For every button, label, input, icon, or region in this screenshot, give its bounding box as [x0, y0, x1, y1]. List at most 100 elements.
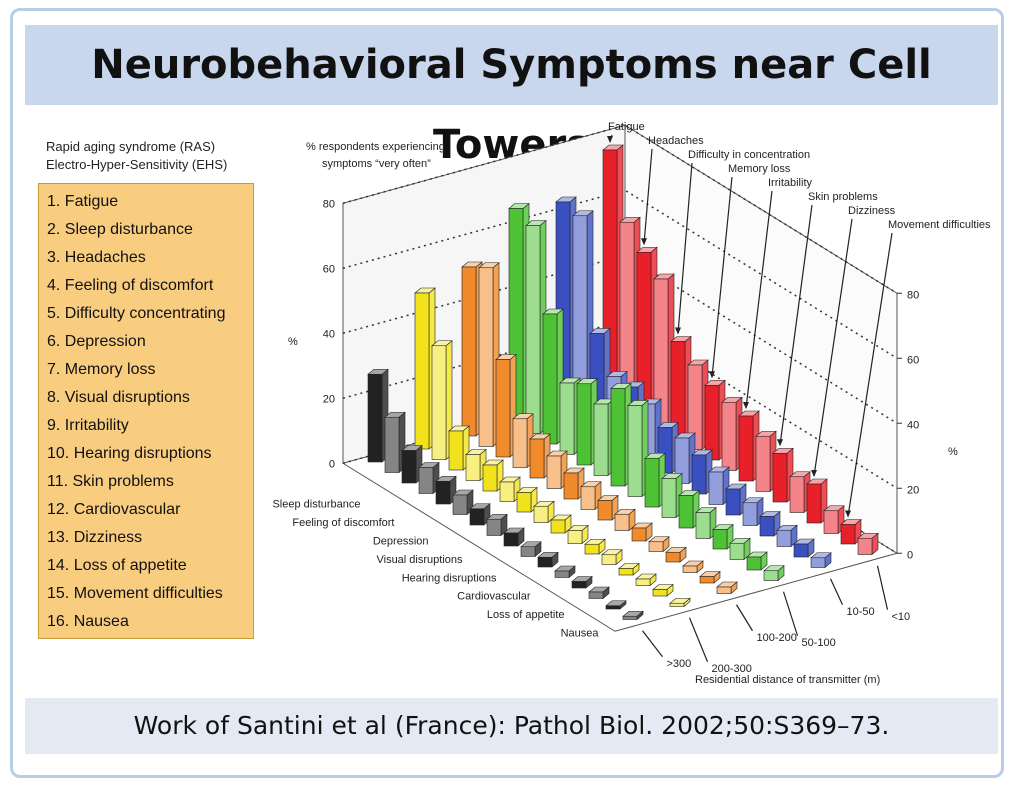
bar	[448, 430, 464, 471]
row-arrowhead	[675, 327, 681, 335]
bar	[755, 435, 771, 492]
bar	[622, 615, 638, 620]
y-tick-label: 40	[323, 328, 335, 340]
bar	[512, 418, 528, 468]
list-item: 4. Feeling of discomfort	[47, 277, 214, 294]
x-tick-label: 100-200	[757, 632, 797, 644]
bar	[529, 438, 545, 479]
list-item: 3. Headaches	[47, 249, 146, 266]
row-arrow	[745, 190, 773, 409]
bar	[367, 373, 383, 463]
category-arrow	[688, 617, 709, 662]
row-label: Irritability	[768, 177, 813, 189]
list-item: 1. Fatigue	[47, 193, 119, 210]
list-item: 15. Movement difficulties	[47, 585, 223, 602]
bar	[631, 527, 647, 542]
bar	[435, 480, 451, 505]
bar	[482, 464, 498, 492]
bar	[452, 494, 468, 515]
row-label: Skin problems	[808, 191, 878, 203]
row-arrow	[813, 218, 853, 477]
bar	[461, 266, 477, 437]
row-label: Movement difficulties	[888, 219, 991, 231]
y-unit: %	[288, 336, 298, 348]
bar	[716, 586, 732, 594]
list-item: 12. Cardiovascular	[47, 501, 181, 518]
y-tick-label: 80	[323, 198, 335, 210]
bar	[652, 589, 668, 597]
row-label: Feeling of discomfort	[292, 517, 394, 529]
bar	[665, 551, 681, 563]
list-item: 9. Irritability	[47, 417, 129, 434]
bar	[695, 512, 711, 539]
row-label: Dizziness	[848, 205, 896, 217]
legend-header-line: Rapid aging syndrome (RAS)	[46, 139, 216, 154]
x-tick-label: 10-50	[847, 606, 875, 618]
row-label: Headaches	[648, 135, 704, 147]
row-arrowhead	[709, 371, 715, 379]
bar	[533, 505, 549, 523]
row-arrow	[847, 232, 893, 517]
row-arrow	[711, 176, 733, 378]
list-item: 13. Dizziness	[47, 529, 143, 546]
x-axis-label: Residential distance of transmitter (m)	[695, 674, 880, 686]
bar	[644, 457, 660, 508]
bar	[708, 471, 724, 505]
legend-header-line: Electro-Hyper-Sensitivity (EHS)	[46, 157, 228, 172]
bar	[525, 225, 541, 434]
row-label: Fatigue	[608, 121, 645, 133]
y2-unit: %	[948, 446, 958, 458]
category-arrow	[782, 591, 799, 636]
bar	[588, 591, 604, 599]
row-label: Sleep disturbance	[272, 499, 360, 511]
row-arrowhead	[845, 510, 851, 518]
bar	[742, 502, 758, 526]
bar	[772, 452, 788, 503]
row-arrow	[677, 162, 693, 334]
bar	[401, 450, 417, 484]
list-item: 16. Nausea	[47, 613, 129, 630]
bar	[576, 383, 592, 466]
bar	[486, 518, 502, 536]
list-item: 2. Sleep disturbance	[47, 221, 193, 238]
x-tick-label: <10	[892, 611, 911, 623]
y2-tick-label: 60	[907, 354, 919, 366]
row-label: Difficulty in concentration	[688, 149, 810, 161]
y2-tick-label: 80	[907, 289, 919, 301]
row-label: Memory loss	[728, 163, 791, 175]
bar	[503, 532, 519, 547]
bar	[563, 472, 579, 500]
bar	[678, 495, 694, 529]
grid-line	[342, 189, 898, 359]
y-tick-label: 0	[329, 458, 335, 470]
bar	[537, 556, 553, 568]
bar	[682, 565, 698, 573]
bar	[627, 405, 643, 497]
bar	[478, 267, 494, 447]
bar	[567, 530, 583, 544]
grid-line	[342, 124, 898, 294]
bar	[759, 516, 775, 537]
bar	[469, 508, 485, 526]
bar	[601, 554, 617, 565]
list-item: 8. Visual disruptions	[47, 389, 190, 406]
bar	[571, 581, 587, 589]
floor-edge	[342, 462, 898, 632]
bar	[746, 556, 762, 571]
y-axis-label: % respondents experiencing	[306, 141, 445, 153]
bar	[605, 605, 621, 610]
row-label: Visual disruptions	[376, 554, 463, 566]
category-arrow	[642, 630, 663, 658]
bar	[618, 568, 634, 576]
bar	[738, 415, 754, 482]
bar	[712, 529, 728, 550]
bar	[857, 537, 873, 555]
row-arrowhead	[641, 238, 647, 246]
list-item: 10. Hearing disruptions	[47, 445, 212, 462]
list-item: 5. Difficulty concentrating	[47, 305, 226, 322]
bar	[414, 292, 430, 450]
list-item: 14. Loss of appetite	[47, 557, 187, 574]
row-arrowhead	[743, 402, 749, 409]
